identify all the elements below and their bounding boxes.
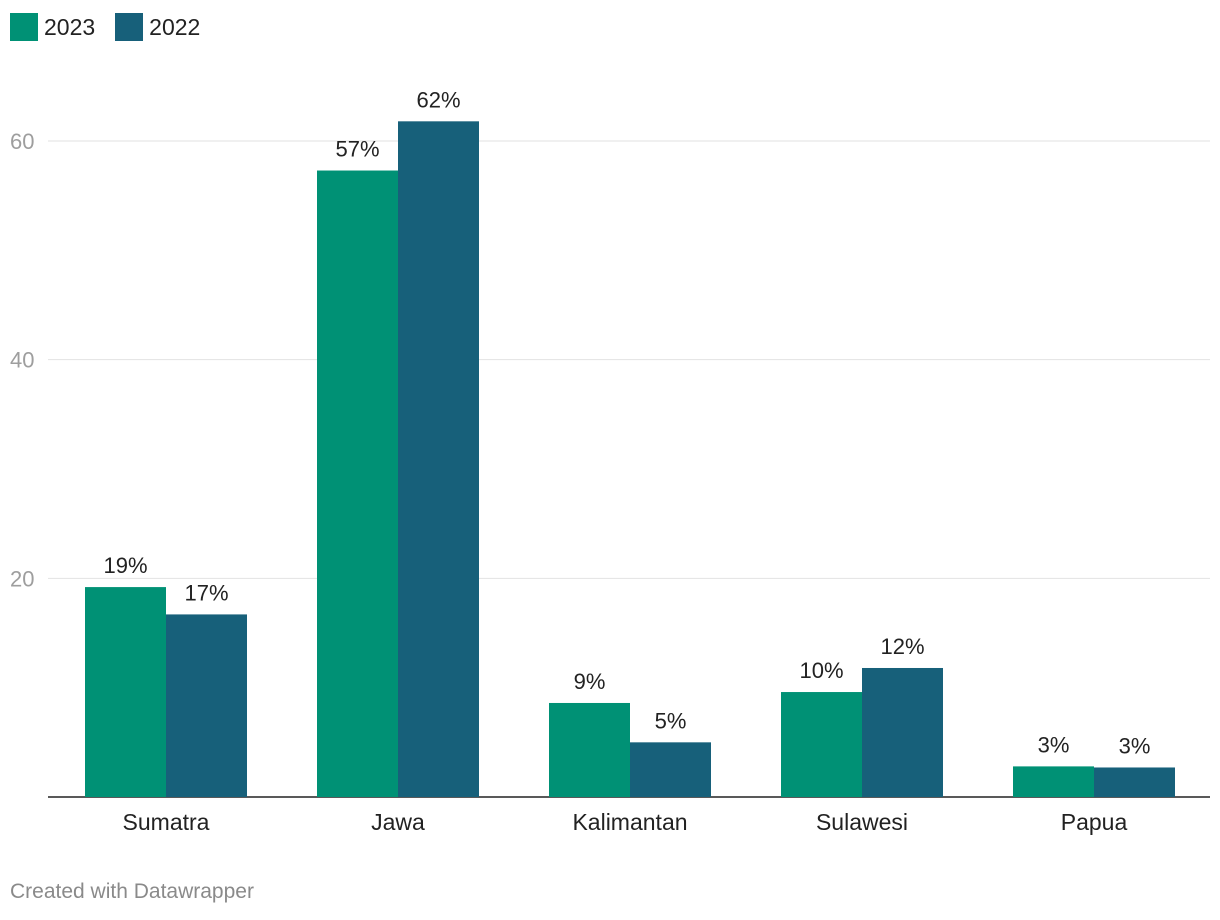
legend-item-2022: 2022	[115, 13, 200, 41]
bar-sumatra-2023	[85, 587, 166, 797]
legend-swatch-2023	[10, 13, 38, 41]
data-label-sumatra-2022: 17%	[184, 580, 228, 605]
bar-jawa-2022	[398, 121, 479, 797]
category-label-kalimantan: Kalimantan	[572, 809, 687, 835]
data-label-sulawesi-2023: 10%	[799, 658, 843, 683]
data-label-papua-2023: 3%	[1038, 732, 1070, 757]
legend-item-2023: 2023	[10, 13, 95, 41]
data-label-sulawesi-2022: 12%	[880, 634, 924, 659]
bar-sulawesi-2022	[862, 667, 943, 797]
category-label-sumatra: Sumatra	[123, 809, 210, 835]
y-tick-label-40: 40	[10, 348, 34, 373]
legend-label-2022: 2022	[149, 13, 201, 40]
bar-sulawesi-2023	[781, 692, 862, 797]
footer-credit: Created with Datawrapper	[10, 880, 254, 903]
bar-papua-2022	[1094, 767, 1175, 797]
data-label-papua-2022: 3%	[1119, 733, 1151, 758]
label-layer: 19% 17% Sumatra 57% 62% Jawa 9% 5% Kalimantan 10%…	[103, 87, 1150, 835]
bar-chart: 20 40 60 19% 17% Sumatra 57% 62% Jawa 9% 5% Kalima…	[10, 87, 1210, 835]
bar-kalimantan-2023	[549, 702, 630, 797]
bar-sumatra-2022	[166, 614, 247, 797]
category-label-papua: Papua	[1061, 809, 1128, 835]
data-label-sumatra-2023: 19%	[103, 553, 147, 578]
data-label-kalimantan-2023: 9%	[574, 669, 606, 694]
bar-jawa-2023	[317, 170, 398, 797]
y-tick-label-20: 20	[10, 566, 34, 591]
legend: 2023 2022	[10, 12, 220, 42]
category-label-sulawesi: Sulawesi	[816, 809, 908, 835]
legend-label-2023: 2023	[44, 13, 96, 40]
bar-layer	[85, 121, 1175, 797]
bar-papua-2023	[1013, 766, 1094, 797]
category-label-jawa: Jawa	[371, 809, 425, 835]
y-tick-label-60: 60	[10, 129, 34, 154]
data-label-jawa-2023: 57%	[335, 137, 379, 162]
bar-kalimantan-2022	[630, 742, 711, 797]
data-label-jawa-2022: 62%	[416, 87, 460, 112]
data-label-kalimantan-2022: 5%	[655, 708, 687, 733]
legend-swatch-2022	[115, 13, 144, 41]
